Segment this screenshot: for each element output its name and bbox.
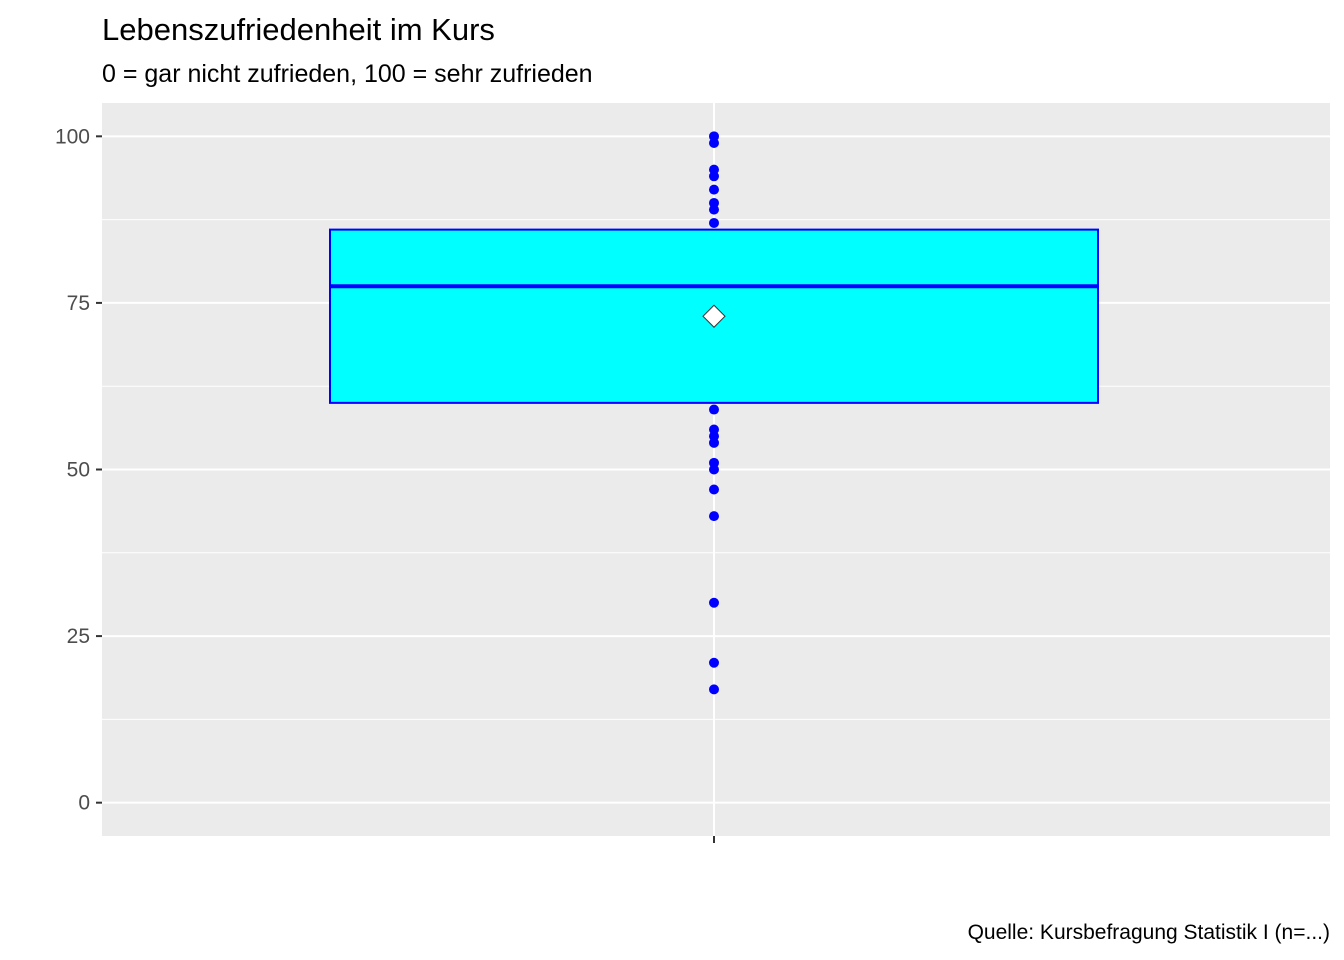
data-point xyxy=(709,597,719,608)
data-point xyxy=(709,217,719,228)
data-point xyxy=(709,184,719,195)
y-tick-label: 0 xyxy=(78,792,90,815)
mean xyxy=(702,304,726,328)
data-point xyxy=(709,511,719,522)
data-point xyxy=(709,171,719,182)
data-point xyxy=(709,204,719,215)
chart-title: Lebenszufriedenheit im Kurs xyxy=(102,12,495,47)
y-tick-label: 75 xyxy=(67,292,90,315)
y-axis: 0 25 50 75 100 xyxy=(55,125,102,815)
data-point xyxy=(709,684,719,695)
data-point xyxy=(709,404,719,415)
y-tick-label: 50 xyxy=(67,459,90,482)
y-tick-label: 25 xyxy=(67,625,90,648)
chart-caption: Quelle: Kursbefragung Statistik I (n=...… xyxy=(967,921,1330,944)
data-point xyxy=(709,437,719,448)
data-point xyxy=(709,484,719,495)
data-points xyxy=(709,131,719,695)
y-tick-label: 100 xyxy=(55,125,90,148)
chart-subtitle: 0 = gar nicht zufrieden, 100 = sehr zufr… xyxy=(102,60,593,88)
data-point xyxy=(709,657,719,668)
mean-marker xyxy=(702,304,726,328)
data-point xyxy=(709,464,719,475)
data-point xyxy=(709,137,719,148)
